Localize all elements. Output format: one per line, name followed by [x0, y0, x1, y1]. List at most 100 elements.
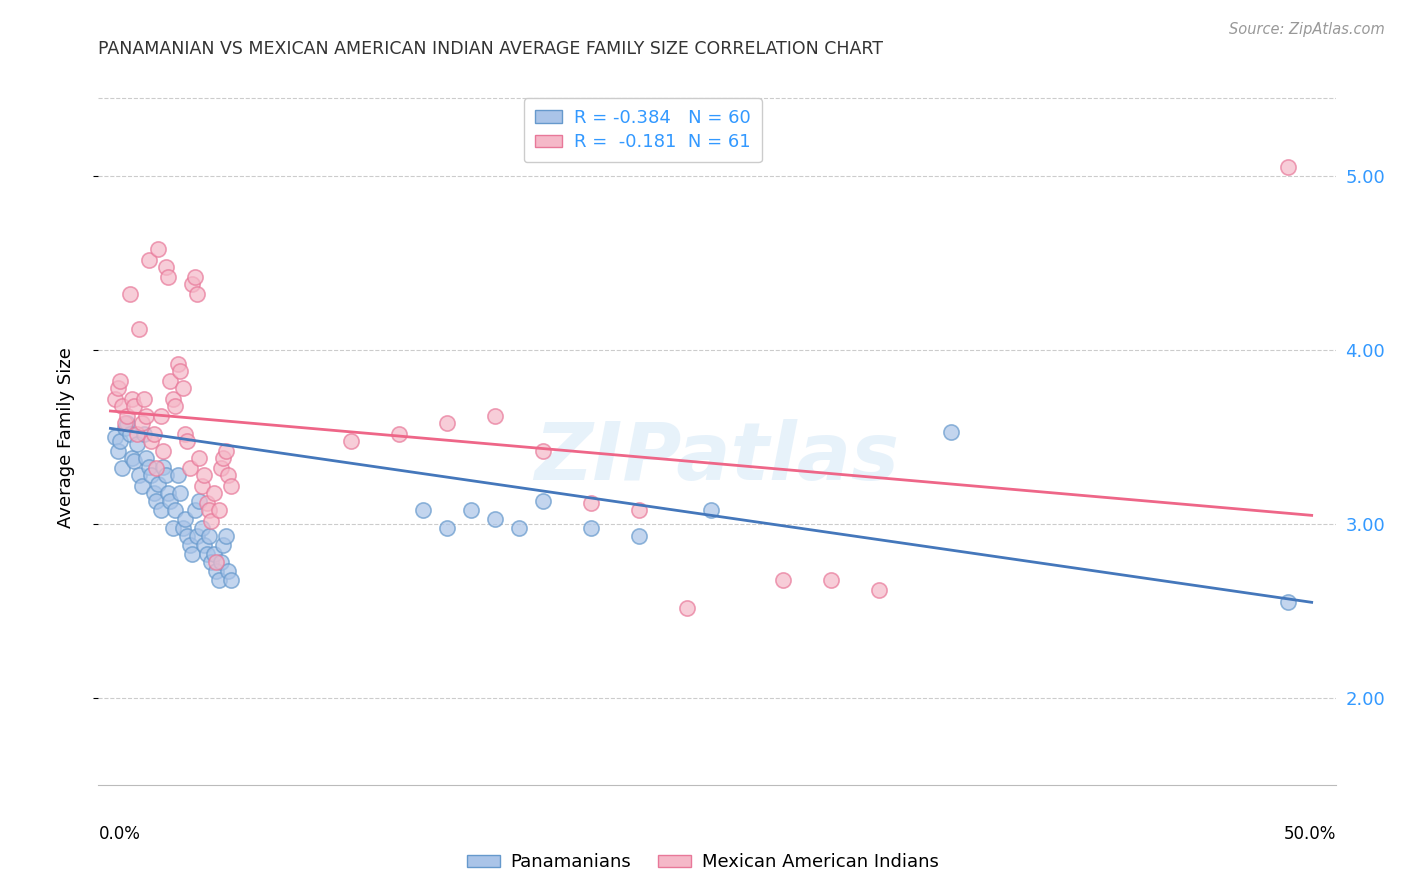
- Text: Source: ZipAtlas.com: Source: ZipAtlas.com: [1229, 22, 1385, 37]
- Point: [183, 270, 205, 285]
- Point: [508, 520, 530, 534]
- Point: [195, 496, 218, 510]
- Point: [174, 426, 197, 441]
- Y-axis label: Average Family Size: Average Family Size: [56, 347, 75, 527]
- Point: [217, 564, 239, 578]
- Point: [179, 461, 201, 475]
- Point: [155, 260, 177, 274]
- Point: [215, 529, 238, 543]
- Point: [132, 426, 155, 441]
- Point: [627, 529, 650, 543]
- Point: [200, 514, 222, 528]
- Point: [141, 468, 163, 483]
- Point: [207, 573, 229, 587]
- Point: [195, 547, 218, 561]
- Point: [181, 547, 204, 561]
- Point: [157, 270, 180, 285]
- Point: [152, 459, 174, 474]
- Point: [176, 434, 198, 448]
- Point: [162, 392, 184, 406]
- Point: [165, 503, 187, 517]
- Point: [207, 503, 229, 517]
- Point: [205, 555, 228, 569]
- Point: [579, 496, 602, 510]
- Point: [186, 529, 208, 543]
- Point: [111, 461, 134, 475]
- Point: [131, 416, 153, 430]
- Point: [155, 468, 177, 483]
- Point: [132, 392, 155, 406]
- Point: [183, 503, 205, 517]
- Point: [138, 252, 160, 267]
- Point: [149, 409, 172, 424]
- Point: [111, 399, 134, 413]
- Point: [579, 520, 602, 534]
- Legend: Panamanians, Mexican American Indians: Panamanians, Mexican American Indians: [460, 847, 946, 879]
- Point: [179, 538, 201, 552]
- Point: [217, 468, 239, 483]
- Point: [159, 494, 181, 508]
- Point: [121, 450, 143, 465]
- Point: [149, 503, 172, 517]
- Point: [193, 538, 215, 552]
- Point: [190, 520, 212, 534]
- Text: PANAMANIAN VS MEXICAN AMERICAN INDIAN AVERAGE FAMILY SIZE CORRELATION CHART: PANAMANIAN VS MEXICAN AMERICAN INDIAN AV…: [98, 40, 883, 58]
- Point: [169, 485, 191, 500]
- Point: [157, 485, 180, 500]
- Point: [868, 583, 890, 598]
- Point: [138, 459, 160, 474]
- Point: [484, 409, 506, 424]
- Point: [772, 573, 794, 587]
- Point: [436, 520, 458, 534]
- Point: [104, 392, 127, 406]
- Point: [104, 430, 127, 444]
- Point: [188, 450, 211, 465]
- Point: [165, 399, 187, 413]
- Point: [166, 357, 188, 371]
- Point: [193, 468, 215, 483]
- Point: [460, 503, 482, 517]
- Point: [212, 538, 235, 552]
- Point: [145, 494, 167, 508]
- Point: [676, 600, 699, 615]
- Point: [125, 426, 148, 441]
- Point: [162, 520, 184, 534]
- Point: [118, 287, 141, 301]
- Point: [202, 485, 225, 500]
- Point: [181, 277, 204, 291]
- Point: [219, 479, 242, 493]
- Point: [700, 503, 723, 517]
- Point: [388, 426, 411, 441]
- Point: [1277, 595, 1299, 609]
- Point: [339, 434, 361, 448]
- Text: ZIPatlas: ZIPatlas: [534, 419, 900, 497]
- Point: [190, 479, 212, 493]
- Point: [107, 444, 129, 458]
- Point: [169, 364, 191, 378]
- Point: [121, 392, 143, 406]
- Point: [114, 421, 136, 435]
- Point: [172, 381, 194, 395]
- Point: [531, 494, 554, 508]
- Point: [1277, 161, 1299, 175]
- Point: [215, 444, 238, 458]
- Point: [820, 573, 842, 587]
- Point: [159, 375, 181, 389]
- Text: 0.0%: 0.0%: [98, 825, 141, 843]
- Point: [108, 375, 131, 389]
- Point: [124, 454, 146, 468]
- Legend: R = -0.384   N = 60, R =  -0.181  N = 61: R = -0.384 N = 60, R = -0.181 N = 61: [524, 98, 762, 162]
- Point: [108, 434, 131, 448]
- Point: [135, 450, 157, 465]
- Point: [148, 242, 170, 256]
- Point: [128, 322, 150, 336]
- Point: [627, 503, 650, 517]
- Point: [174, 512, 197, 526]
- Point: [531, 444, 554, 458]
- Point: [186, 287, 208, 301]
- Point: [152, 444, 174, 458]
- Point: [117, 409, 139, 424]
- Point: [141, 434, 163, 448]
- Point: [176, 529, 198, 543]
- Point: [118, 426, 141, 441]
